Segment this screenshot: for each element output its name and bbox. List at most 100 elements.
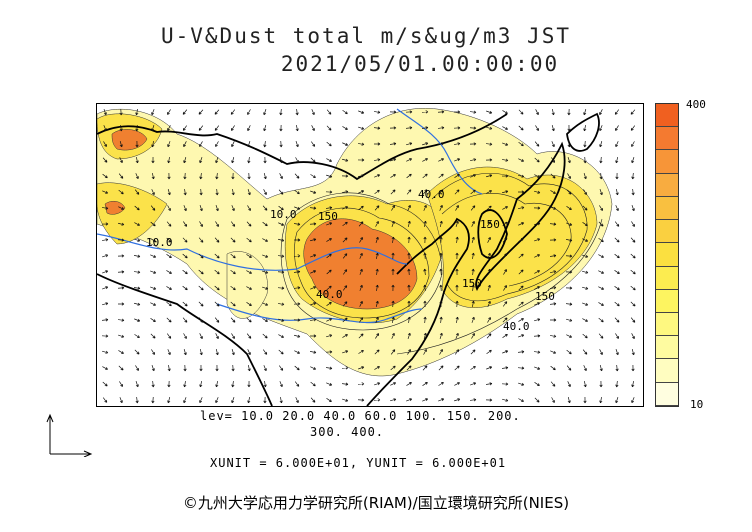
wind-arrow: [150, 270, 157, 274]
wind-arrow: [263, 173, 267, 180]
wind-arrow: [278, 334, 284, 338]
wind-arrow: [295, 157, 299, 163]
wind-arrow: [279, 108, 283, 116]
wind-arrow: [119, 124, 123, 132]
wind-arrow: [214, 125, 220, 131]
wind-arrow: [518, 141, 524, 147]
wind-arrow: [247, 156, 251, 164]
wind-arrow: [199, 221, 203, 227]
wind-arrow: [134, 205, 140, 211]
wind-arrow: [247, 189, 251, 196]
wind-arrow: [183, 364, 187, 372]
wind-arrow: [278, 349, 284, 355]
wind-arrow: [423, 316, 427, 324]
wind-arrow: [342, 126, 348, 130]
wind-arrow: [198, 301, 204, 307]
vector-unit-text: XUNIT = 6.000E+01, YUNIT = 6.000E+01: [210, 456, 507, 470]
wind-arrow: [598, 237, 604, 243]
wind-arrow: [615, 397, 619, 404]
wind-arrow: [631, 397, 635, 404]
wind-arrow: [151, 140, 155, 148]
wind-arrow: [615, 333, 619, 339]
wind-arrow: [566, 206, 572, 210]
wind-arrow: [422, 173, 428, 179]
wind-arrow: [183, 221, 188, 227]
wind-arrow: [310, 366, 317, 370]
wind-arrow: [423, 284, 427, 292]
wind-arrow: [102, 397, 108, 403]
wind-arrow: [214, 301, 220, 307]
wind-arrow: [599, 205, 603, 211]
wind-arrow: [437, 126, 445, 130]
wind-arrow: [502, 126, 508, 130]
wind-arrow: [326, 269, 332, 275]
wind-arrow: [167, 172, 171, 180]
wind-arrow: [326, 174, 333, 178]
wind-arrow: [438, 142, 445, 146]
wind-arrow: [151, 125, 155, 132]
wind-arrow: [151, 189, 155, 196]
wind-arrow: [215, 188, 219, 196]
wind-arrow: [279, 124, 283, 132]
wind-arrow: [358, 190, 365, 194]
colorbar: [655, 103, 679, 407]
colorbar-band: [656, 266, 678, 290]
wind-arrow: [439, 204, 443, 211]
wind-arrow: [326, 285, 332, 291]
wind-arrow: [550, 350, 557, 354]
wind-arrow: [407, 316, 411, 324]
wind-arrow: [358, 350, 364, 354]
wind-arrow: [551, 108, 555, 116]
wind-arrow: [119, 141, 123, 148]
wind-arrow: [310, 270, 317, 274]
wind-arrow: [199, 141, 203, 147]
wind-arrow: [150, 333, 156, 339]
wind-arrow: [358, 110, 365, 114]
wind-arrow: [455, 220, 459, 227]
wind-arrow: [278, 189, 284, 195]
wind-arrow: [374, 366, 380, 370]
wind-arrow: [278, 238, 285, 242]
wind-arrow: [454, 349, 460, 355]
wind-arrow: [262, 238, 268, 242]
wind-arrow: [182, 109, 188, 115]
wind-arrow: [487, 252, 491, 259]
wind-arrow: [151, 396, 155, 404]
contour-label-9: 10.0: [270, 208, 297, 221]
wind-arrow: [454, 189, 460, 195]
wind-arrow: [487, 268, 491, 275]
wind-arrow: [198, 285, 204, 291]
wind-arrow: [533, 350, 541, 354]
wind-arrow: [309, 350, 317, 354]
wind-arrow: [551, 141, 555, 148]
wind-arrow: [150, 302, 156, 306]
wind-arrow: [438, 189, 444, 195]
wind-arrow: [583, 140, 587, 148]
wind-arrow: [406, 189, 412, 195]
wind-arrow: [502, 317, 508, 323]
wind-arrow: [503, 285, 507, 291]
wind-arrow: [455, 252, 459, 260]
wind-arrow: [583, 380, 587, 388]
wind-arrow: [151, 172, 155, 180]
wind-arrow: [438, 398, 445, 402]
wind-arrow: [582, 254, 589, 258]
wind-arrow: [230, 237, 236, 243]
wind-arrow: [342, 253, 348, 259]
wind-arrow: [534, 174, 540, 178]
wind-arrow: [135, 396, 139, 404]
wind-arrow: [279, 157, 283, 164]
wind-arrow: [518, 269, 524, 275]
wind-arrow: [615, 188, 619, 196]
contour-label-5: 150: [462, 277, 482, 290]
wind-arrow: [214, 109, 220, 115]
wind-arrow: [391, 220, 395, 227]
wind-arrow: [501, 366, 509, 370]
wind-arrow: [279, 140, 283, 148]
wind-arrow: [567, 108, 571, 116]
wind-arrow: [518, 334, 525, 338]
wind-arrow: [293, 270, 301, 274]
wind-arrow: [101, 334, 109, 338]
wind-arrow: [567, 124, 571, 132]
wind-arrow: [310, 381, 316, 387]
